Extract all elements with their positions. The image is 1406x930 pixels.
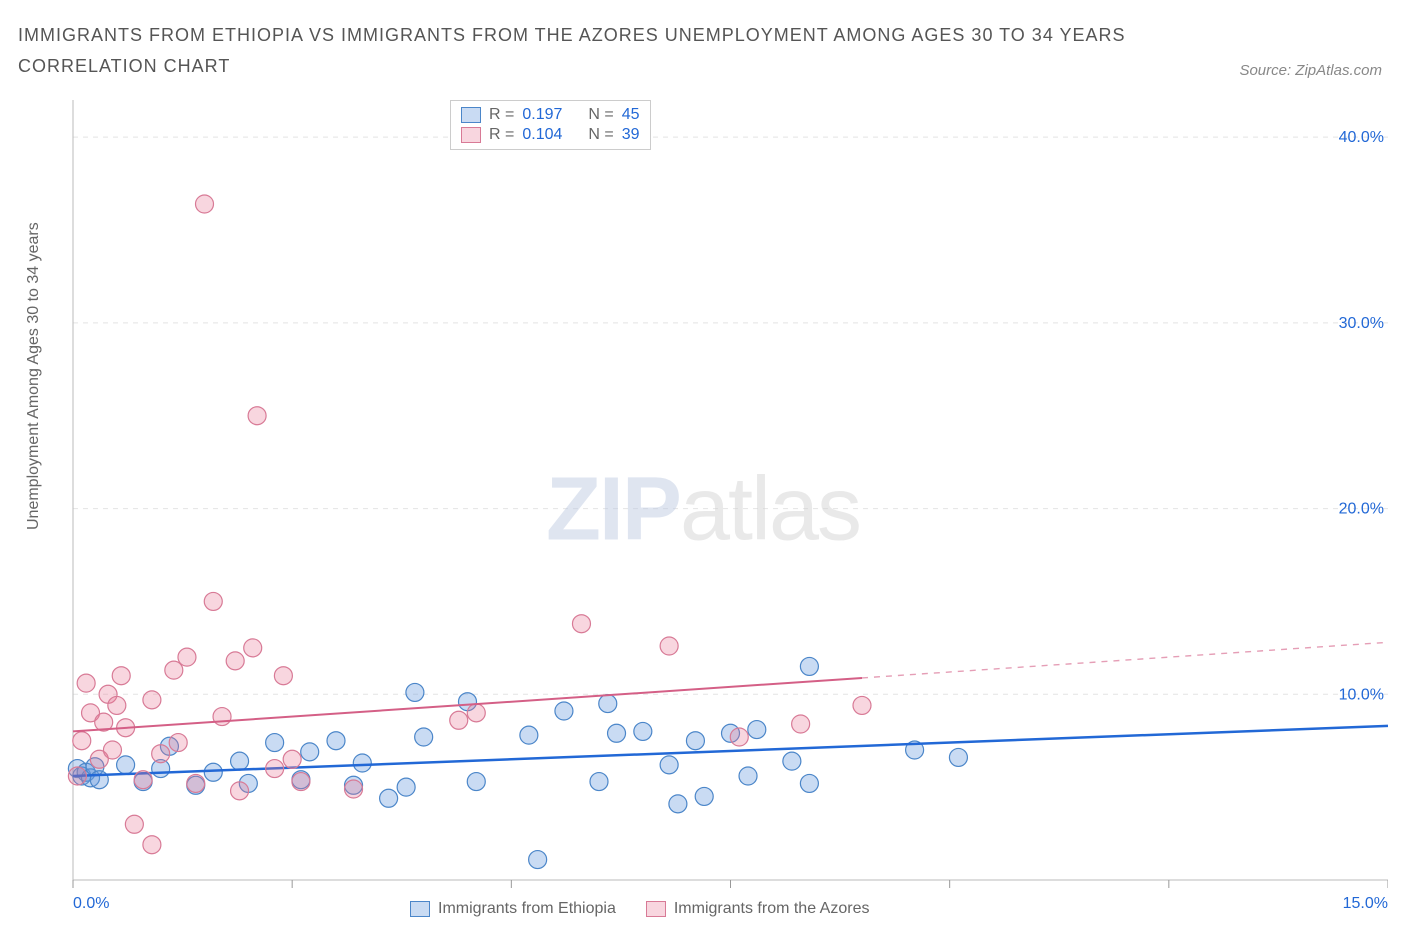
legend-swatch-azores	[646, 901, 666, 917]
stats-row: R = 0.197 N = 45	[461, 105, 640, 125]
n-label: N =	[588, 106, 613, 124]
chart-legend: Immigrants from Ethiopia Immigrants from…	[410, 900, 869, 918]
svg-text:15.0%: 15.0%	[1343, 895, 1388, 912]
svg-text:30.0%: 30.0%	[1339, 315, 1384, 332]
chart-title: IMMIGRANTS FROM ETHIOPIA VS IMMIGRANTS F…	[18, 20, 1168, 81]
correlation-stats-box: R = 0.197 N = 45 R = 0.104 N = 39	[450, 100, 651, 150]
stats-row: R = 0.104 N = 39	[461, 125, 640, 145]
r-value: 0.197	[522, 106, 562, 124]
svg-text:20.0%: 20.0%	[1339, 501, 1384, 518]
series-swatch-ethiopia	[461, 107, 481, 123]
r-label: R =	[489, 106, 514, 124]
svg-text:40.0%: 40.0%	[1339, 129, 1384, 146]
svg-text:Unemployment Among Ages 30 to: Unemployment Among Ages 30 to 34 years	[25, 222, 42, 530]
source-citation: Source: ZipAtlas.com	[1239, 62, 1382, 79]
n-label: N =	[588, 126, 613, 144]
scatter-chart-svg: 10.0% 20.0% 30.0% 40.0% 0.0% 15.0% Unemploymen…	[18, 100, 1388, 920]
r-value: 0.104	[522, 126, 562, 144]
n-value: 39	[622, 126, 640, 144]
svg-text:0.0%: 0.0%	[73, 895, 109, 912]
svg-text:10.0%: 10.0%	[1339, 686, 1384, 703]
chart-header: IMMIGRANTS FROM ETHIOPIA VS IMMIGRANTS F…	[18, 20, 1388, 81]
n-value: 45	[622, 106, 640, 124]
legend-swatch-ethiopia	[410, 901, 430, 917]
legend-item: Immigrants from the Azores	[646, 900, 870, 918]
legend-label: Immigrants from the Azores	[674, 900, 870, 918]
r-label: R =	[489, 126, 514, 144]
legend-label: Immigrants from Ethiopia	[438, 900, 616, 918]
legend-item: Immigrants from Ethiopia	[410, 900, 616, 918]
series-swatch-azores	[461, 127, 481, 143]
chart-area: 10.0% 20.0% 30.0% 40.0% 0.0% 15.0% Unemploymen…	[18, 100, 1388, 920]
